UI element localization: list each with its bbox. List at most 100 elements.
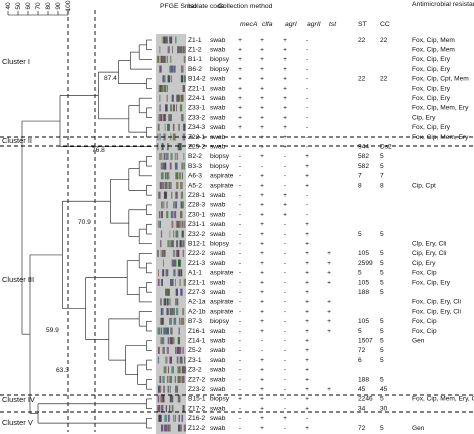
cell: - (261, 163, 263, 170)
cell: 7 (380, 173, 384, 180)
cell: - (306, 202, 308, 209)
gel-band (164, 414, 168, 422)
cell: - (239, 328, 241, 335)
gel-band (169, 162, 172, 170)
cell: swab (210, 46, 226, 53)
gel-band (159, 152, 162, 160)
gel-band (180, 191, 184, 199)
gel-band (174, 65, 176, 73)
cell: + (260, 95, 264, 102)
cell: Z32-2 (188, 231, 206, 238)
cell: - (306, 46, 308, 53)
cell: - (284, 308, 286, 315)
cell: + (260, 279, 264, 286)
cell: + (283, 192, 287, 199)
gel-band (166, 424, 170, 432)
cell: - (239, 153, 241, 160)
gel-band (168, 172, 170, 180)
cell: + (305, 328, 309, 335)
gel-band (181, 376, 185, 383)
cell: 105 (358, 250, 369, 257)
cell: + (260, 143, 264, 150)
cell: + (238, 66, 242, 73)
cell: Z22-2 (188, 250, 206, 257)
gel-band (166, 55, 168, 63)
gel-band (164, 191, 168, 199)
gel-band (172, 123, 175, 131)
gel-band (174, 152, 176, 160)
gel-band (181, 317, 185, 325)
cell: swab (210, 105, 226, 112)
cell: Ds2 (380, 143, 392, 150)
gel-band (171, 220, 174, 228)
gel-band (180, 240, 182, 248)
cell: B2-2 (188, 153, 202, 160)
cell: Fox, Cip, Mem, Ery (412, 105, 469, 112)
cell: - (284, 250, 286, 257)
cell: + (327, 299, 331, 306)
cell: - (261, 347, 263, 354)
cell: 5 (380, 289, 384, 296)
gel-band (169, 405, 171, 413)
gel-band (176, 385, 179, 393)
cell: A6-3 (188, 173, 202, 180)
cell: + (305, 376, 309, 383)
cell: - (284, 405, 286, 412)
cell: - (239, 270, 241, 277)
gel-band (178, 414, 180, 422)
cell: + (260, 124, 264, 131)
cell: - (284, 337, 286, 344)
gel-band (159, 104, 161, 112)
cell: Gen (412, 425, 425, 432)
gel-band (158, 269, 159, 277)
header: clfa (262, 21, 273, 28)
gel-band (178, 143, 182, 151)
cell: Clp, Ery, Cli (412, 240, 447, 247)
gel-band (163, 366, 166, 374)
cell: - (239, 415, 241, 422)
cell: + (260, 376, 264, 383)
gel-band (175, 414, 176, 422)
cell: + (260, 415, 264, 422)
cell: Fox, Cip, Mem (412, 37, 455, 44)
cell: swab (210, 415, 226, 422)
cell: + (260, 299, 264, 306)
cell: + (238, 114, 242, 121)
cell: Fox, Cip, Cpt, Mem (412, 76, 469, 83)
gel-band (177, 366, 181, 374)
gel-band (167, 376, 169, 383)
cell: - (239, 163, 241, 170)
cell: + (305, 182, 309, 189)
cell: Z28-3 (188, 202, 206, 209)
gel-band (177, 94, 179, 102)
scale-label: 70 (35, 2, 42, 10)
gel-band (173, 65, 175, 73)
cell: - (284, 386, 286, 393)
gel-band (175, 288, 178, 296)
cell: 72 (358, 347, 366, 354)
cell: + (327, 328, 331, 335)
cell: + (260, 153, 264, 160)
header: Collection method (218, 3, 273, 10)
cell: 5 (358, 270, 362, 277)
gel-band (176, 298, 179, 306)
gel-band (163, 327, 165, 335)
gel-band (174, 279, 176, 286)
cell: - (284, 328, 286, 335)
gel-band (175, 346, 177, 354)
gel-band (170, 55, 172, 63)
cell: + (327, 318, 331, 325)
gel-band (171, 191, 173, 199)
gel-band (180, 182, 182, 189)
cell: - (306, 134, 308, 141)
cell: + (305, 425, 309, 432)
cell: + (260, 173, 264, 180)
gel-band (176, 249, 179, 257)
gel-band (164, 182, 168, 189)
cell: A2-1a (188, 299, 206, 306)
gel-band (165, 356, 168, 364)
cell: + (283, 143, 287, 150)
cell: 5 (380, 250, 384, 257)
cell: - (284, 153, 286, 160)
gel-band (182, 182, 184, 189)
